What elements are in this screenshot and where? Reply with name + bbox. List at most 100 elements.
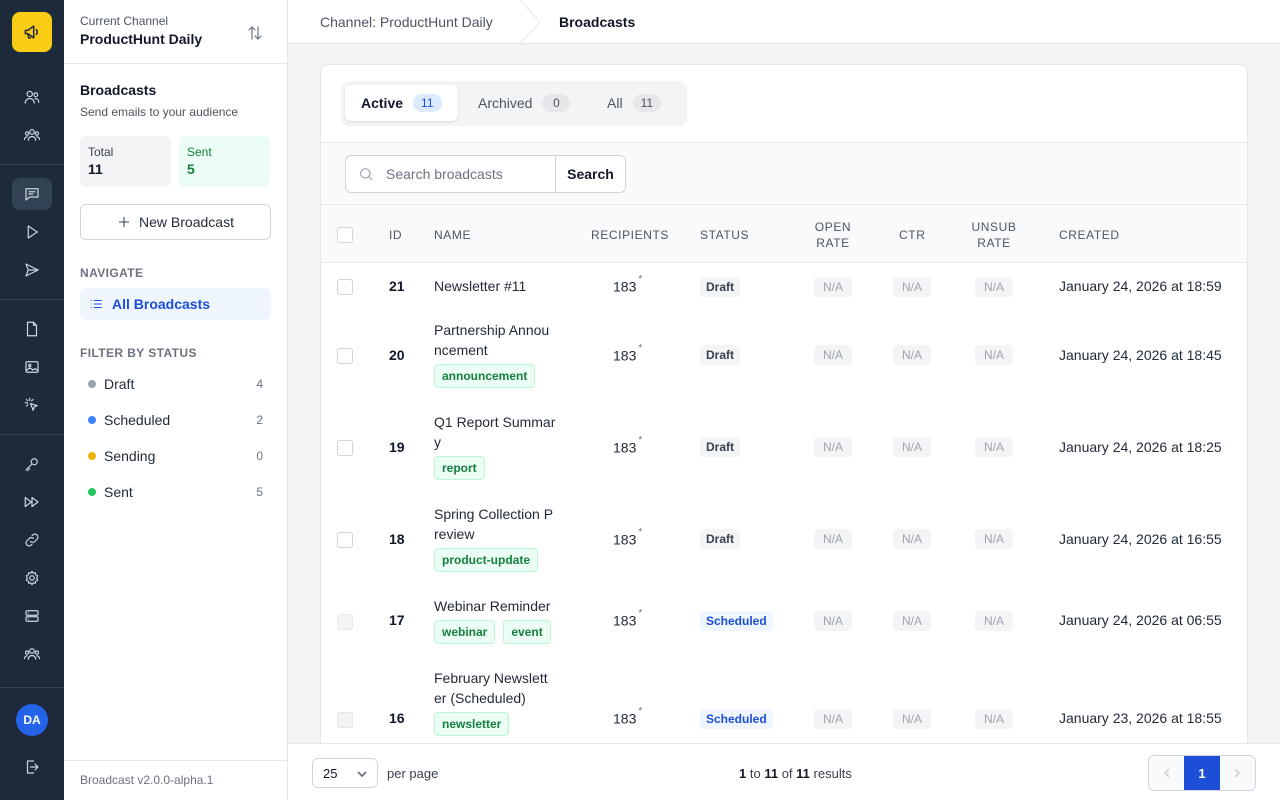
new-broadcast-button[interactable]: New Broadcast xyxy=(80,204,271,240)
row-name[interactable]: Q1 Report Summar y report xyxy=(434,412,562,480)
row-name-line1: Spring Collection P xyxy=(434,506,554,522)
nav-all-broadcasts[interactable]: All Broadcasts xyxy=(80,288,271,320)
breadcrumb-channel[interactable]: Channel: ProductHunt Daily xyxy=(320,14,493,30)
prev-page-button[interactable] xyxy=(1149,756,1185,790)
rail-subscribers[interactable] xyxy=(12,81,52,113)
row-checkbox[interactable] xyxy=(337,712,353,728)
ctr-value: N/A xyxy=(893,611,931,631)
page-number-button[interactable]: 1 xyxy=(1184,756,1220,790)
row-name-line1: Q1 Report Summar xyxy=(434,414,556,430)
row-name-line2: ncement xyxy=(434,342,488,358)
col-status[interactable]: STATUS xyxy=(700,228,750,242)
logout-icon xyxy=(26,760,39,774)
rail-logout[interactable] xyxy=(12,751,52,783)
filter-count: 5 xyxy=(256,485,263,499)
users-icon xyxy=(24,90,40,104)
rail-automation[interactable] xyxy=(12,486,52,518)
per-page-select[interactable]: 25 xyxy=(312,758,378,788)
col-created[interactable]: CREATED xyxy=(1059,228,1120,242)
unsub-rate-value: N/A xyxy=(975,611,1013,631)
tag-badge: report xyxy=(434,456,485,480)
row-name-line2: review xyxy=(434,526,475,542)
results-summary: 1 to 11 of 11 results xyxy=(739,766,852,781)
rail-media[interactable] xyxy=(12,351,52,383)
col-unsub-rate-line2: RATE xyxy=(977,236,1011,250)
row-recipients: 183 * xyxy=(613,274,642,295)
filter-label: Scheduled xyxy=(104,412,171,428)
col-unsub-rate[interactable]: UNSUB RATE xyxy=(964,219,1024,251)
filter-sent[interactable]: Sent 5 xyxy=(80,478,271,506)
open-rate-value: N/A xyxy=(814,529,852,549)
tab-archived[interactable]: Archived 0 xyxy=(478,85,571,121)
col-name[interactable]: NAME xyxy=(434,228,472,242)
rail-storage[interactable] xyxy=(12,600,52,632)
gear-icon xyxy=(25,570,39,586)
icon-rail: DA xyxy=(0,0,64,800)
rail-sequences[interactable] xyxy=(12,216,52,248)
col-open-rate[interactable]: OPEN RATE xyxy=(803,219,863,251)
row-name-line2: y xyxy=(434,434,441,450)
open-rate-value: N/A xyxy=(814,437,852,457)
col-recipients[interactable]: RECIPIENTS xyxy=(591,228,670,242)
row-name[interactable]: Webinar Reminder webinar event xyxy=(434,596,584,644)
avatar[interactable]: DA xyxy=(16,704,48,736)
table-row[interactable]: 17 Webinar Reminder webinar event 183 * S… xyxy=(321,586,1247,658)
filter-scheduled[interactable]: Scheduled 2 xyxy=(80,406,271,434)
rail-tracking[interactable] xyxy=(12,389,52,421)
row-checkbox[interactable] xyxy=(337,614,353,630)
results-to: 11 xyxy=(764,766,779,781)
row-name[interactable]: Partnership Annou ncement announcement xyxy=(434,320,562,388)
tab-count-badge: 11 xyxy=(632,94,662,112)
pagination-footer: 25 per page 1 to 11 of 11 results 1 xyxy=(288,743,1280,800)
rail-team[interactable] xyxy=(12,638,52,670)
next-page-button[interactable] xyxy=(1219,756,1255,790)
tab-all[interactable]: All 11 xyxy=(607,85,662,121)
table-row[interactable]: 19 Q1 Report Summar y report 183 * Draft … xyxy=(321,402,1247,494)
unsub-rate-value: N/A xyxy=(975,709,1013,729)
row-name[interactable]: Spring Collection P review product-updat… xyxy=(434,504,562,572)
rail-templates[interactable] xyxy=(12,313,52,345)
plus-icon xyxy=(118,216,130,228)
ctr-value: N/A xyxy=(893,277,931,297)
filter-label: Sent xyxy=(104,484,133,500)
rail-api-keys[interactable] xyxy=(12,448,52,480)
filter-count: 2 xyxy=(256,413,263,427)
row-checkbox[interactable] xyxy=(337,440,353,456)
row-checkbox[interactable] xyxy=(337,532,353,548)
rail-segments[interactable] xyxy=(12,119,52,151)
filter-label: Sending xyxy=(104,448,156,464)
row-name[interactable]: Newsletter #11 xyxy=(434,276,562,296)
table-row[interactable]: 16 February Newslett er (Scheduled) news… xyxy=(321,658,1247,758)
tag-badge: webinar xyxy=(434,620,496,644)
chat-icon xyxy=(25,188,39,201)
row-name[interactable]: February Newslett er (Scheduled) newslet… xyxy=(434,668,562,736)
sent-stat-value: 5 xyxy=(187,161,195,177)
rail-settings[interactable] xyxy=(12,562,52,594)
rail-broadcasts[interactable] xyxy=(12,178,52,210)
switch-channel-button[interactable] xyxy=(244,22,266,44)
col-id[interactable]: ID xyxy=(389,228,403,242)
logo[interactable] xyxy=(12,12,52,52)
col-ctr[interactable]: CTR xyxy=(899,228,926,242)
row-created: January 24, 2026 at 18:25 xyxy=(1059,439,1222,455)
col-open-rate-line1: OPEN xyxy=(814,220,852,234)
tab-active[interactable]: Active 11 xyxy=(345,85,458,121)
chevron-right-icon xyxy=(1234,768,1241,778)
row-checkbox[interactable] xyxy=(337,348,353,364)
filter-draft[interactable]: Draft 4 xyxy=(80,370,271,398)
search-icon xyxy=(360,168,373,181)
select-all-checkbox[interactable] xyxy=(337,227,353,243)
total-stat-value: 11 xyxy=(88,161,103,177)
rail-transactional[interactable] xyxy=(12,254,52,286)
table-row[interactable]: 20 Partnership Annou ncement announcemen… xyxy=(321,310,1247,402)
row-checkbox[interactable] xyxy=(337,279,353,295)
row-name-line1: Partnership Annou xyxy=(434,322,550,338)
per-page-label: per page xyxy=(387,766,439,781)
filter-sending[interactable]: Sending 0 xyxy=(80,442,271,470)
status-badge: Draft xyxy=(700,529,741,549)
rail-webhooks[interactable] xyxy=(12,524,52,556)
table-row[interactable]: 21 Newsletter #11 183 * Draft N/A N/A N/A… xyxy=(321,264,1247,310)
table-row[interactable]: 18 Spring Collection P review product-up… xyxy=(321,494,1247,586)
search-button[interactable]: Search xyxy=(555,155,626,193)
search-input[interactable] xyxy=(386,166,546,182)
